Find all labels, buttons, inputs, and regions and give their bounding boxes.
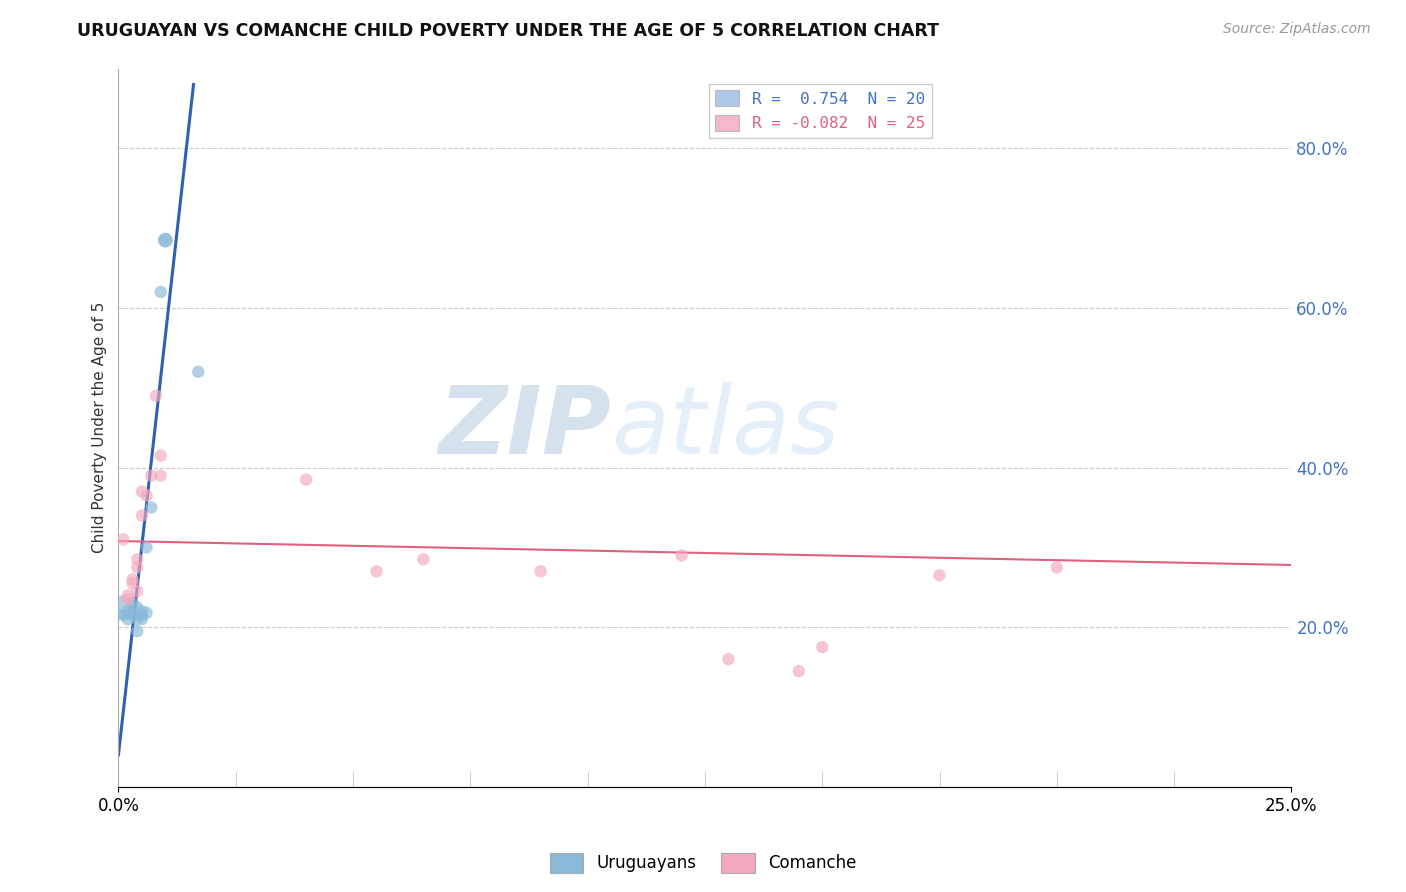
- Point: [117, 588, 139, 602]
- Text: ZIP: ZIP: [439, 382, 612, 474]
- Legend: R =  0.754  N = 20, R = -0.082  N = 25: R = 0.754 N = 20, R = -0.082 N = 25: [709, 84, 932, 137]
- Point: [117, 612, 139, 626]
- Text: URUGUAYAN VS COMANCHE CHILD POVERTY UNDER THE AGE OF 5 CORRELATION CHART: URUGUAYAN VS COMANCHE CHILD POVERTY UNDE…: [77, 22, 939, 40]
- Point: [141, 500, 163, 515]
- Text: atlas: atlas: [612, 382, 839, 473]
- Point: [131, 604, 153, 618]
- Point: [141, 468, 163, 483]
- Point: [127, 560, 149, 574]
- Point: [121, 608, 143, 623]
- Point: [135, 606, 157, 620]
- Point: [811, 640, 834, 655]
- Point: [295, 473, 318, 487]
- Point: [149, 449, 172, 463]
- Point: [117, 592, 139, 607]
- Point: [530, 565, 553, 579]
- Point: [131, 612, 153, 626]
- Point: [127, 584, 149, 599]
- Point: [127, 612, 149, 626]
- Text: Source: ZipAtlas.com: Source: ZipAtlas.com: [1223, 22, 1371, 37]
- Point: [112, 533, 135, 547]
- Point: [149, 468, 172, 483]
- Point: [131, 484, 153, 499]
- Point: [155, 233, 177, 247]
- Point: [366, 565, 388, 579]
- Point: [121, 606, 143, 620]
- Point: [145, 389, 167, 403]
- Point: [117, 604, 139, 618]
- Point: [112, 608, 135, 623]
- Point: [187, 365, 209, 379]
- Point: [155, 233, 177, 247]
- Point: [135, 489, 157, 503]
- Point: [928, 568, 950, 582]
- Point: [121, 576, 143, 591]
- Point: [717, 652, 740, 666]
- Point: [131, 608, 153, 623]
- Point: [112, 600, 135, 615]
- Point: [121, 572, 143, 586]
- Legend: Uruguayans, Comanche: Uruguayans, Comanche: [543, 847, 863, 880]
- Point: [127, 552, 149, 566]
- Point: [149, 285, 172, 299]
- Point: [127, 600, 149, 615]
- Point: [127, 624, 149, 639]
- Point: [671, 549, 693, 563]
- Point: [121, 596, 143, 610]
- Point: [787, 664, 810, 678]
- Point: [131, 508, 153, 523]
- Y-axis label: Child Poverty Under the Age of 5: Child Poverty Under the Age of 5: [93, 302, 107, 553]
- Point: [1046, 560, 1069, 574]
- Point: [135, 541, 157, 555]
- Point: [412, 552, 434, 566]
